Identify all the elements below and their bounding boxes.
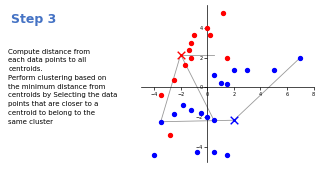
Point xyxy=(167,134,172,137)
Point xyxy=(172,113,177,116)
Point xyxy=(225,56,230,59)
Point xyxy=(218,82,223,84)
Point xyxy=(158,120,163,123)
Point xyxy=(189,108,194,111)
Point xyxy=(244,68,250,71)
Point xyxy=(231,119,236,122)
Point xyxy=(189,56,194,59)
Point xyxy=(205,26,210,29)
Point xyxy=(211,74,216,77)
Point xyxy=(178,53,183,56)
Point xyxy=(221,11,226,14)
Point xyxy=(225,153,230,156)
Point xyxy=(172,78,177,81)
Point xyxy=(198,111,203,114)
Point xyxy=(298,56,303,59)
Text: Step 3: Step 3 xyxy=(11,13,57,26)
Text: Compute distance from
each data points to all
centroids.
Perform clustering base: Compute distance from each data points t… xyxy=(8,49,118,125)
Point xyxy=(182,64,187,66)
Point xyxy=(225,83,230,86)
Point xyxy=(189,41,194,44)
Point xyxy=(205,116,210,119)
Point xyxy=(271,68,276,71)
Point xyxy=(207,34,212,37)
Point xyxy=(158,93,163,96)
Point xyxy=(194,150,199,153)
Point xyxy=(211,119,216,122)
Point xyxy=(152,153,157,156)
Point xyxy=(191,34,196,37)
Point xyxy=(211,150,216,153)
Point xyxy=(186,49,191,52)
Point xyxy=(231,68,236,71)
Point xyxy=(181,104,186,107)
